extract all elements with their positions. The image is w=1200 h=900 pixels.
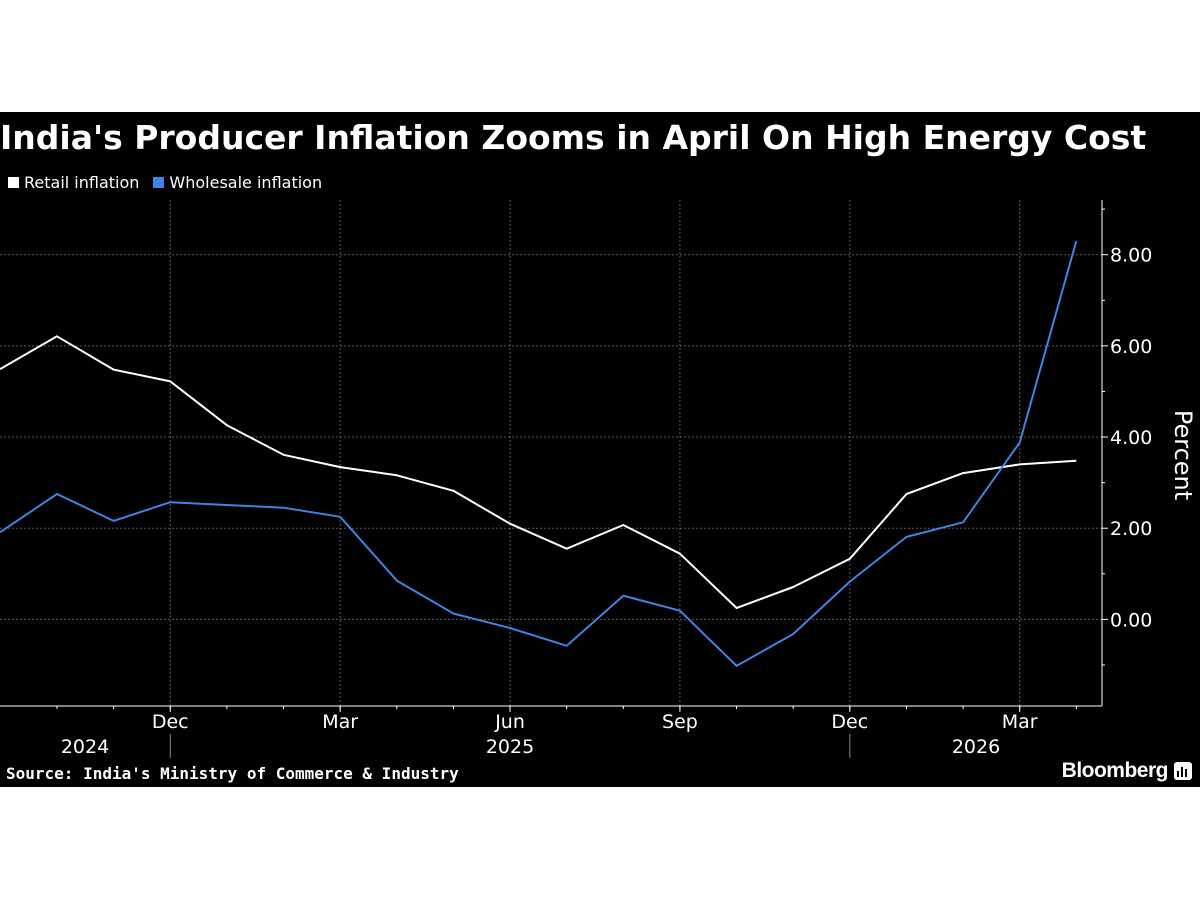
legend-item-retail: Retail inflation [8,173,139,192]
legend-swatch-retail [8,176,19,188]
bloomberg-logo: Bloomberg [1062,759,1192,783]
chart-title: India's Producer Inflation Zooms in Apri… [0,118,1147,157]
brand-name: Bloomberg [1061,759,1169,782]
series-lines [0,240,1078,667]
legend-item-wholesale: Wholesale inflation [153,173,322,192]
series-line-wholesale [0,240,1078,667]
grid-lines [0,200,1102,706]
series-line-retail [0,335,1077,609]
x-tick-label: Mar [322,711,358,733]
y-tick-label: 4.00 [1110,427,1152,449]
x-tick-label: Mar [1002,711,1038,733]
x-tick-label: Sep [662,711,698,733]
y-tick-label: 2.00 [1110,518,1152,540]
legend-swatch-wholesale [153,176,165,188]
bloomberg-icon [1174,762,1192,780]
legend-label-wholesale: Wholesale inflation [169,172,323,192]
legend-label-retail: Retail inflation [24,172,140,192]
y-tick-label: 8.00 [1110,245,1152,267]
x-year-label: 2025 [486,736,534,758]
source-note: Source: India's Ministry of Commerce & I… [6,764,459,783]
y-tick-label: 0.00 [1110,609,1152,631]
y-tick-label: 6.00 [1110,336,1152,358]
chart-panel [0,112,1200,787]
x-tick-label: Dec [152,711,189,733]
y-axis-label: Percent [1169,410,1197,500]
x-year-label: 2024 [61,736,109,758]
legend: Retail inflation Wholesale inflation [8,171,336,193]
x-tick-label: Dec [831,711,868,733]
x-year-label: 2026 [952,736,1000,758]
x-tick-label: Jun [494,711,525,733]
